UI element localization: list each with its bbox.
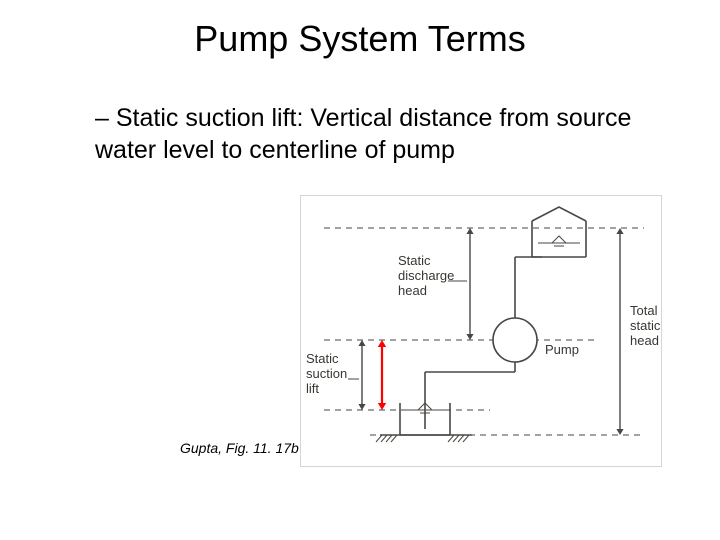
svg-text:Pump: Pump bbox=[545, 342, 579, 357]
svg-text:Static: Static bbox=[398, 253, 431, 268]
bullet-dash: – bbox=[95, 104, 109, 132]
svg-text:Static: Static bbox=[306, 351, 339, 366]
pump-diagram: StaticdischargeheadStaticsuctionliftTota… bbox=[300, 195, 662, 467]
svg-text:head: head bbox=[630, 333, 659, 348]
svg-text:suction: suction bbox=[306, 366, 347, 381]
svg-text:discharge: discharge bbox=[398, 268, 454, 283]
svg-text:static: static bbox=[630, 318, 661, 333]
svg-text:Total: Total bbox=[630, 303, 658, 318]
bullet-text: Static suction lift: Vertical distance f… bbox=[95, 104, 631, 164]
bullet-item: – Static suction lift: Vertical distance… bbox=[95, 102, 650, 166]
svg-text:lift: lift bbox=[306, 381, 319, 396]
figure-caption: Gupta, Fig. 11. 17b bbox=[180, 440, 299, 456]
slide-title: Pump System Terms bbox=[0, 18, 720, 60]
svg-text:head: head bbox=[398, 283, 427, 298]
